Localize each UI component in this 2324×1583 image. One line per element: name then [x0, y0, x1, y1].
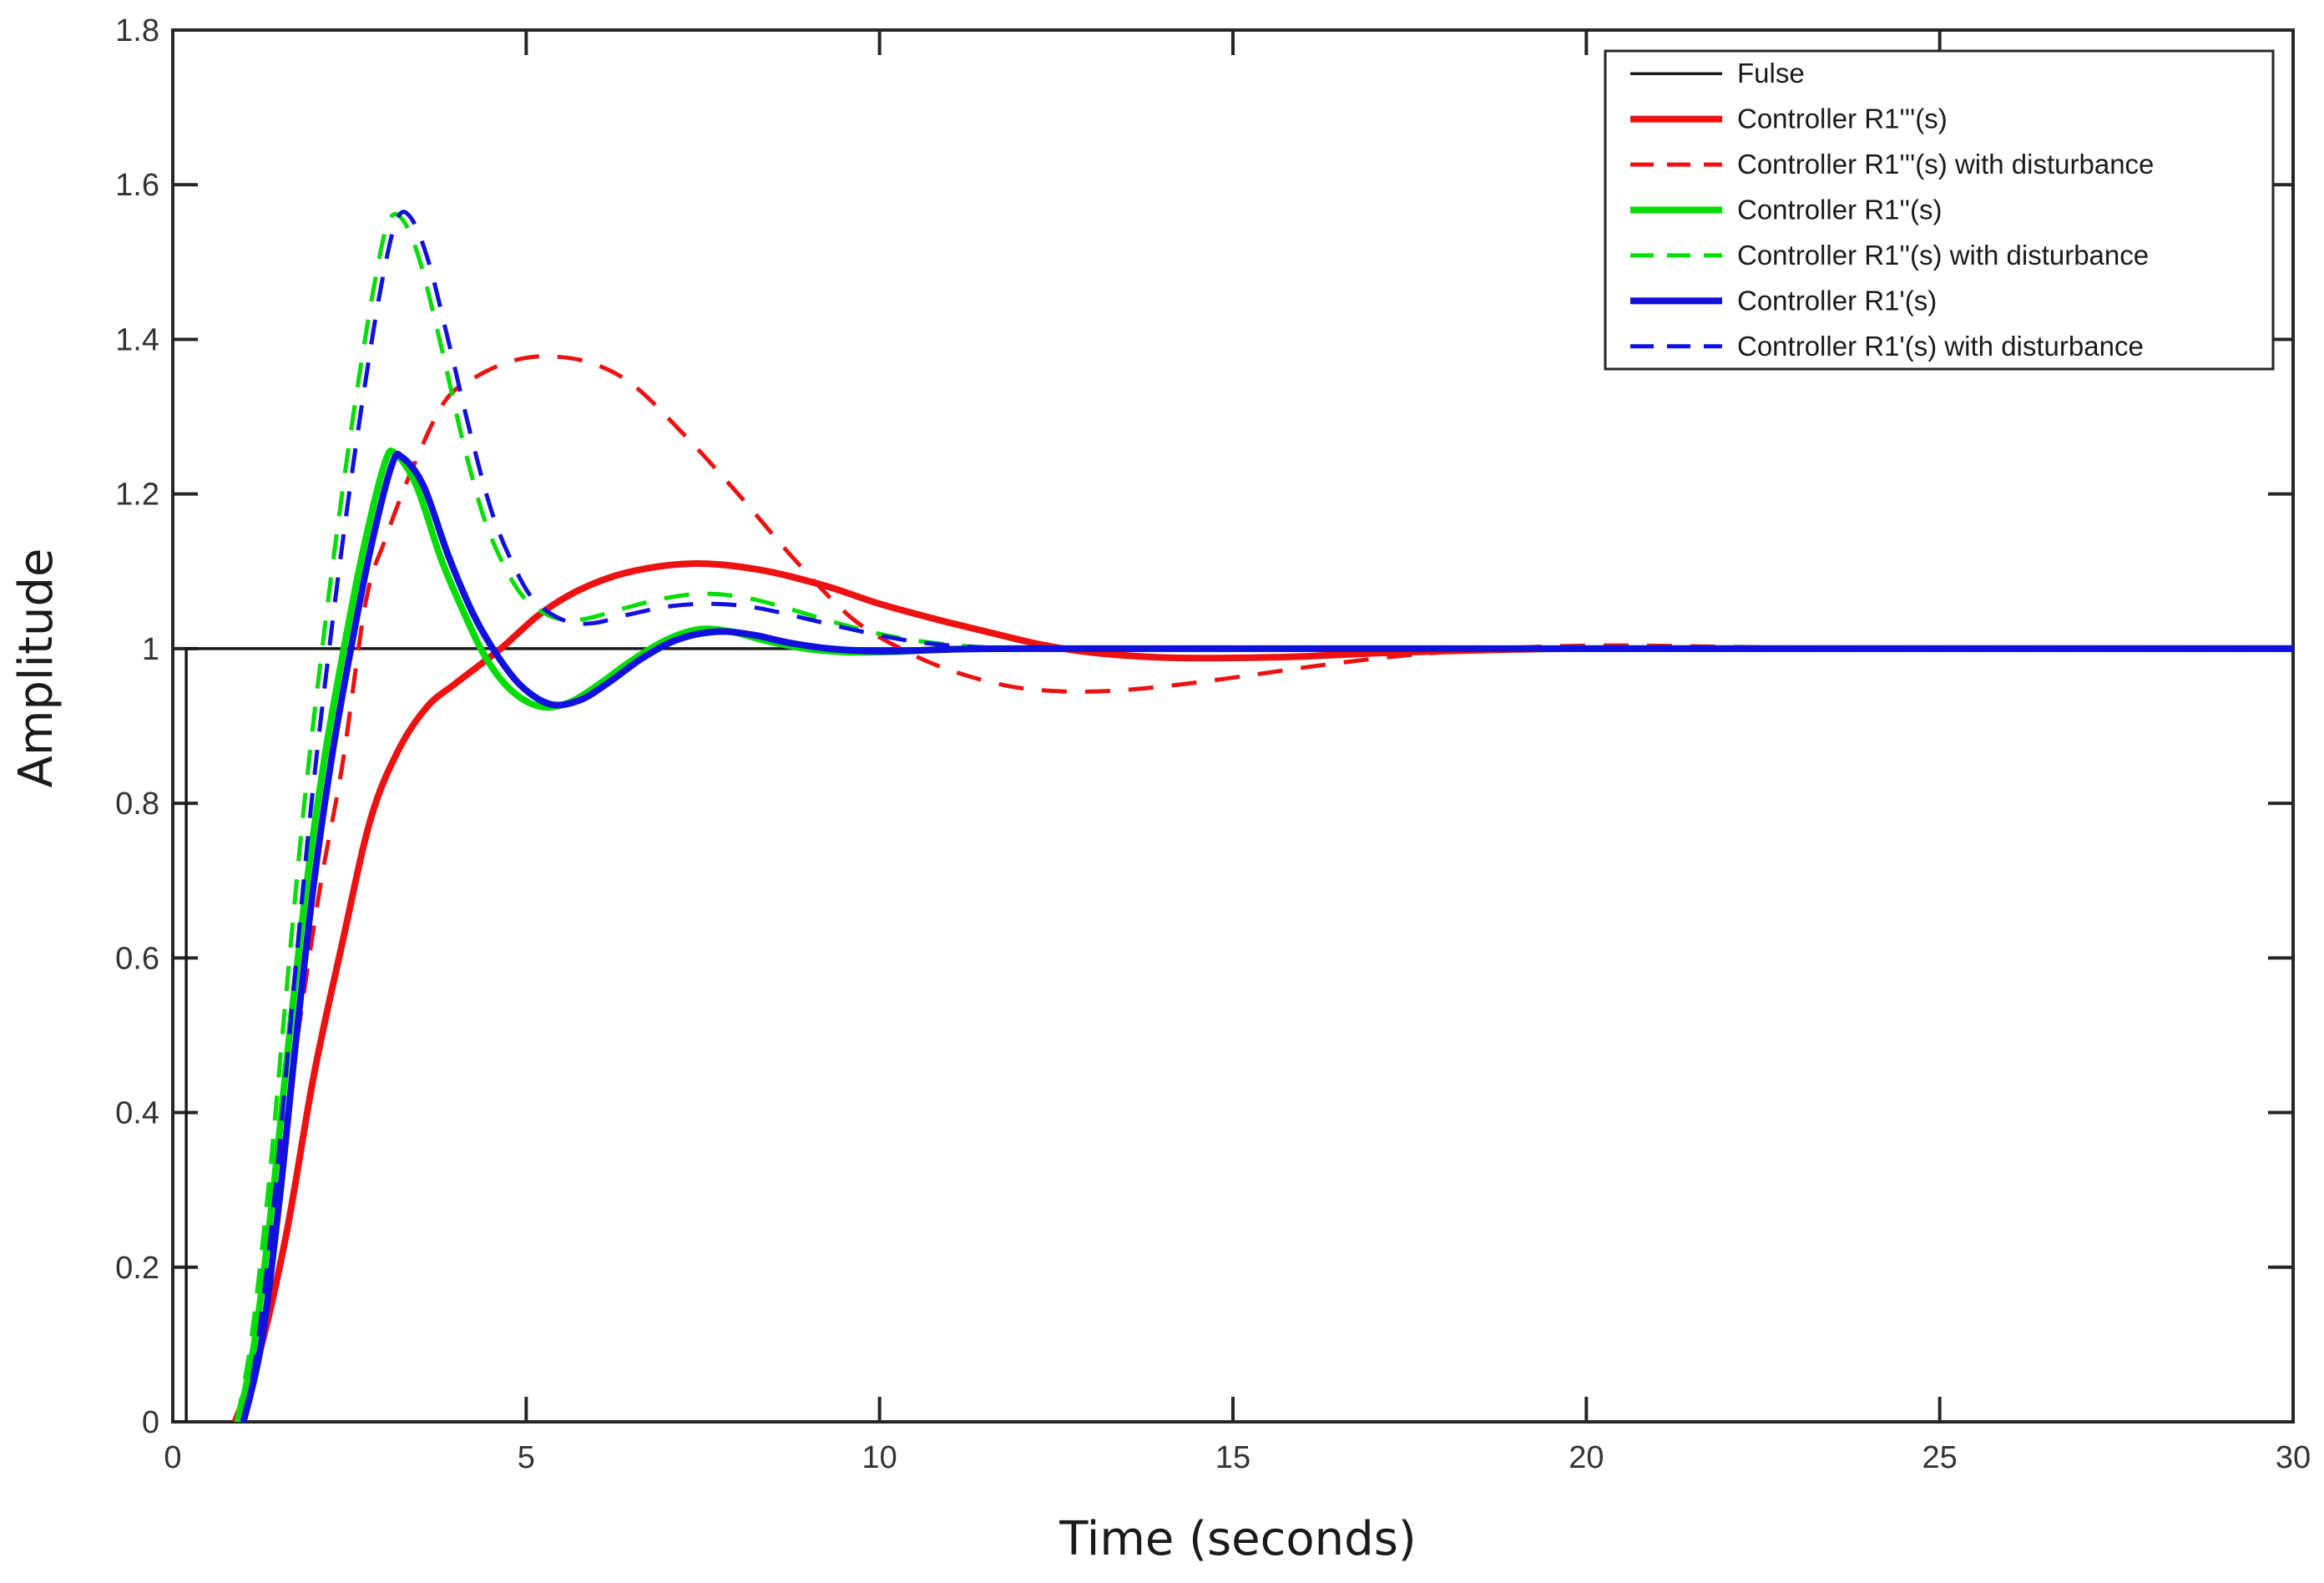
legend: Fulse Controller R1'''(s) Controller R1'''… [1604, 49, 2275, 371]
y-axis-label: Amplitude [9, 549, 63, 788]
legend-label: Controller R1'(s) with disturbance [1737, 331, 2144, 362]
x-tick-label: 10 [862, 1440, 897, 1475]
y-tick-label: 1.8 [115, 13, 159, 48]
x-tick-label: 15 [1215, 1440, 1250, 1475]
series-line-6 [241, 210, 2293, 1422]
x-axis-label: Time (seconds) [1058, 1512, 1416, 1566]
legend-label: Controller R1'(s) [1737, 285, 1937, 316]
x-tick-label: 20 [1569, 1440, 1604, 1475]
legend-label: Fulse [1737, 58, 1805, 89]
y-tick-label: 0.4 [115, 1096, 159, 1131]
x-tick-label: 30 [2276, 1440, 2311, 1475]
legend-label: Controller R1'''(s) [1737, 104, 1948, 134]
x-tick-label: 25 [1922, 1440, 1958, 1475]
tick-labels: 0 5 10 15 20 25 30 0 0.2 0.4 0.6 0.8 1 1.2 1.4 1.6 1.8 [115, 13, 2311, 1475]
x-tick-label: 5 [518, 1440, 535, 1475]
y-tick-label: 1 [142, 632, 159, 667]
y-tick-label: 0.6 [115, 941, 159, 976]
x-tick-label: 0 [164, 1440, 181, 1475]
y-tick-label: 0.8 [115, 786, 159, 822]
plot-series [173, 210, 2293, 1422]
y-tick-label: 0.2 [115, 1251, 159, 1286]
y-tick-label: 1.6 [115, 168, 159, 203]
y-tick-label: 0 [142, 1405, 159, 1440]
legend-label: Controller R1'''(s) with disturbance [1737, 149, 2154, 180]
series-line-4 [234, 211, 2293, 1422]
legend-label: Controller R1''(s) with disturbance [1737, 240, 2149, 271]
y-tick-label: 1.2 [115, 478, 159, 513]
y-tick-label: 1.4 [115, 322, 159, 357]
legend-label: Controller R1''(s) [1737, 195, 1943, 225]
